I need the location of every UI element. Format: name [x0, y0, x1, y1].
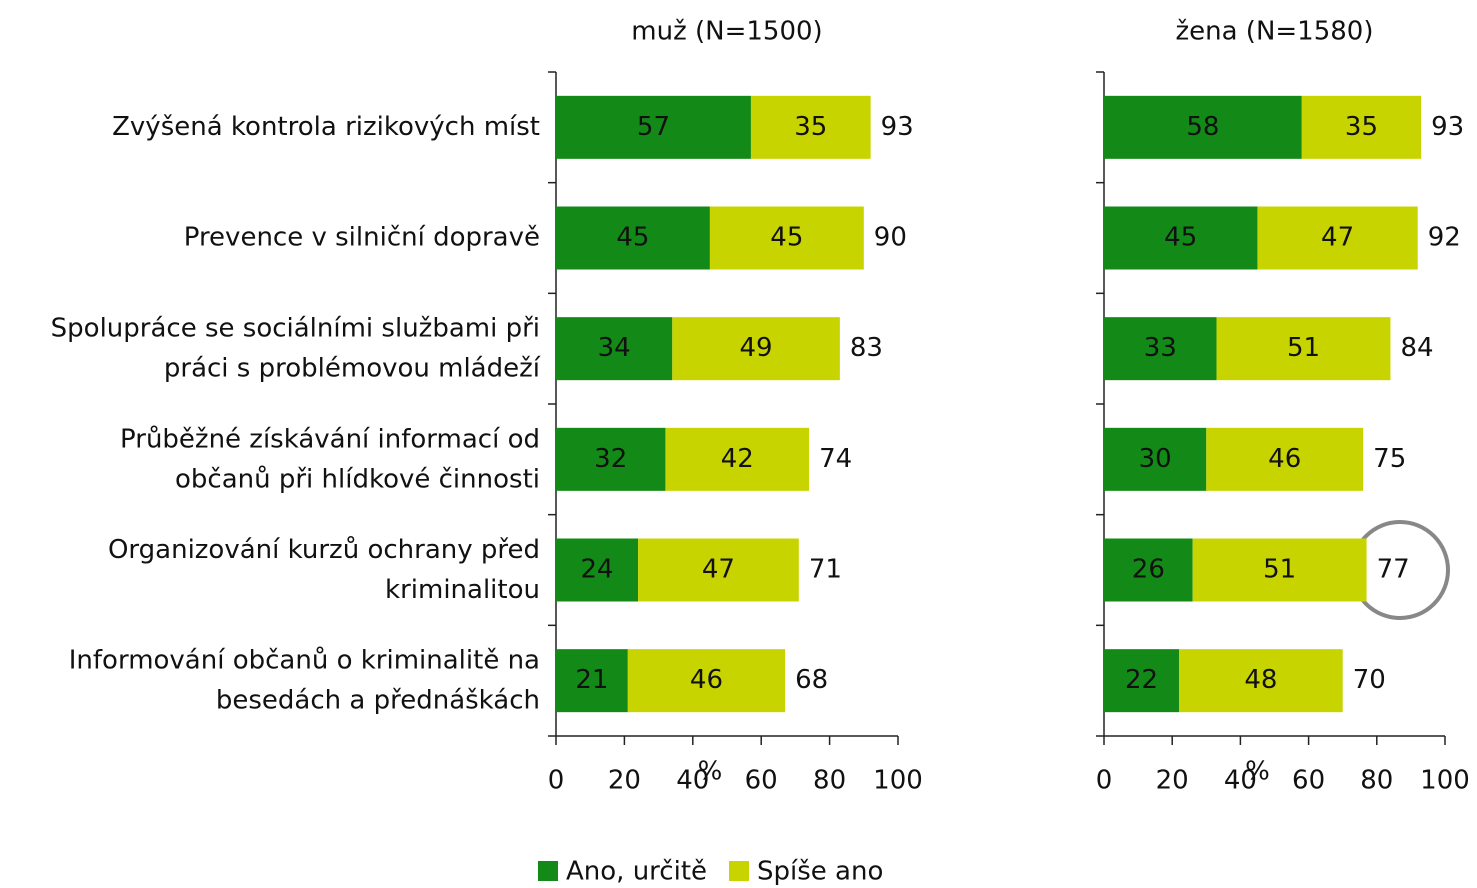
- total-label: 68: [795, 665, 828, 695]
- value-label: 30: [1139, 444, 1172, 474]
- bar-segment: [556, 206, 710, 270]
- value-label: 47: [702, 555, 735, 585]
- value-label: 47: [1321, 223, 1354, 253]
- total-label: 75: [1373, 444, 1406, 474]
- category-label: Spolupráce se sociálními službami při prá…: [51, 313, 541, 383]
- bar-segment: [1257, 206, 1418, 270]
- bar-segment: [1104, 317, 1217, 381]
- bar-segment: [1104, 649, 1180, 713]
- bar-segment: [672, 317, 840, 381]
- x-tick-label: 20: [1156, 766, 1189, 796]
- legend-label: Ano, určitě: [566, 857, 707, 887]
- category-label: Informování občanů o kriminalitě na besed…: [69, 645, 540, 715]
- value-label: 24: [580, 555, 613, 585]
- total-label: 83: [850, 333, 883, 363]
- category-label: Organizování kurzů ochrany před kriminali…: [108, 535, 540, 605]
- x-axis-label: %: [698, 757, 723, 787]
- value-label: 46: [690, 665, 723, 695]
- value-label: 45: [770, 223, 803, 253]
- value-label: 32: [594, 444, 627, 474]
- category-label: Prevence v silniční dopravě: [184, 223, 540, 253]
- total-label: 90: [874, 223, 907, 253]
- total-label: 93: [1431, 112, 1464, 142]
- bar-segment: [1301, 95, 1422, 159]
- bar-segment: [556, 317, 673, 381]
- bar-segment: [1104, 95, 1302, 159]
- bar-segment: [638, 538, 799, 602]
- value-label: 51: [1263, 555, 1296, 585]
- x-tick-label: 20: [608, 766, 641, 796]
- x-tick-label: 60: [1292, 766, 1325, 796]
- category-label: Zvýšená kontrola rizikových míst: [112, 112, 540, 142]
- value-label: 34: [598, 333, 631, 363]
- bar-segment: [556, 538, 639, 602]
- category-label: Průběžné získávání informací od občanů př…: [120, 424, 540, 494]
- value-label: 35: [1345, 112, 1378, 142]
- value-label: 58: [1186, 112, 1219, 142]
- x-tick-label: 0: [1096, 766, 1113, 796]
- total-label: 93: [881, 112, 914, 142]
- bar-segment: [1192, 538, 1367, 602]
- value-label: 46: [1268, 444, 1301, 474]
- total-label: 71: [809, 555, 842, 585]
- panel-title: žena (N=1580): [1175, 17, 1373, 47]
- value-label: 26: [1132, 555, 1165, 585]
- bar-segment: [556, 649, 628, 713]
- total-label: 84: [1400, 333, 1433, 363]
- value-label: 42: [721, 444, 754, 474]
- total-label: 77: [1377, 555, 1410, 585]
- x-tick-label: 60: [745, 766, 778, 796]
- total-label: 70: [1353, 665, 1386, 695]
- bar-segment: [709, 206, 864, 270]
- bar-segment: [1104, 538, 1193, 602]
- legend-swatch: [538, 861, 558, 881]
- x-tick-label: 40: [1224, 766, 1257, 796]
- bar-segment: [556, 95, 751, 159]
- x-tick-label: 100: [1420, 766, 1470, 796]
- value-label: 51: [1287, 333, 1320, 363]
- x-tick-label: 0: [548, 766, 565, 796]
- x-tick-label: 100: [873, 766, 923, 796]
- value-label: 22: [1125, 665, 1158, 695]
- x-tick-label: 40: [676, 766, 709, 796]
- x-tick-label: 80: [1360, 766, 1393, 796]
- value-label: 35: [794, 112, 827, 142]
- value-label: 48: [1244, 665, 1277, 695]
- legend-label: Spíše ano: [757, 857, 883, 887]
- bar-segment: [627, 649, 786, 713]
- value-label: 49: [740, 333, 773, 363]
- panel-title: muž (N=1500): [631, 17, 822, 47]
- value-label: 33: [1144, 333, 1177, 363]
- bar-segment: [1104, 427, 1207, 491]
- x-axis-label: %: [1245, 757, 1270, 787]
- total-label: 74: [819, 444, 852, 474]
- value-label: 45: [1164, 223, 1197, 253]
- value-label: 57: [637, 112, 670, 142]
- x-tick-label: 80: [813, 766, 846, 796]
- bar-segment: [665, 427, 810, 491]
- legend-swatch: [729, 861, 750, 881]
- bar-segment: [1216, 317, 1391, 381]
- bar-segment: [1179, 649, 1343, 713]
- bar-segment: [1104, 206, 1258, 270]
- bar-segment: [556, 427, 666, 491]
- bar-segment: [1206, 427, 1364, 491]
- total-label: 92: [1428, 223, 1461, 253]
- value-label: 21: [575, 665, 608, 695]
- value-label: 45: [616, 223, 649, 253]
- bar-segment: [750, 95, 871, 159]
